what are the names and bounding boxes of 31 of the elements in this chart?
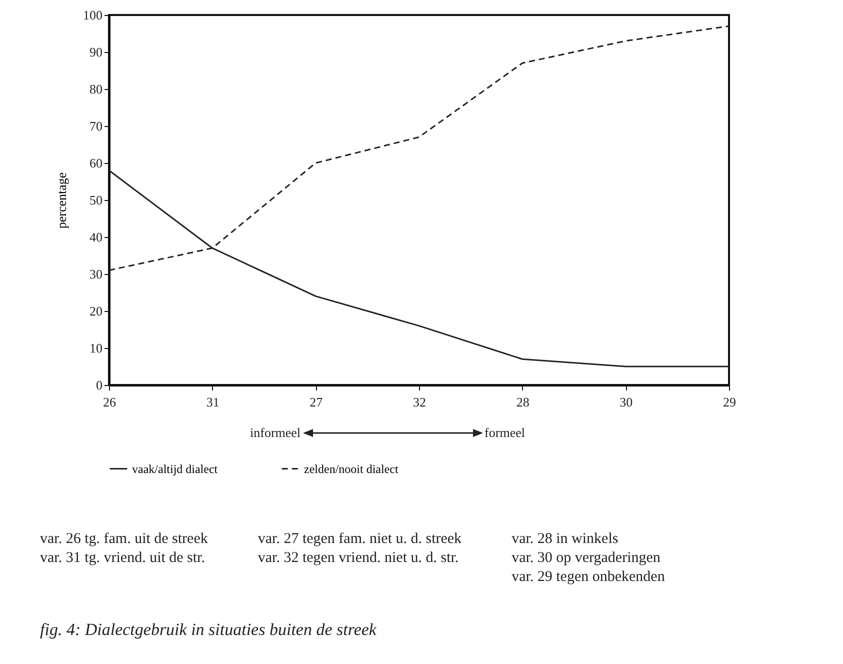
legend-label: vaak/altijd dialect	[132, 462, 218, 476]
x-tick-label: 27	[310, 394, 324, 410]
y-tick-label: 80	[90, 82, 102, 96]
text: var. 29 tegen onbekenden	[512, 568, 665, 587]
y-tick-label: 90	[90, 44, 102, 60]
x-tick-label: 31	[206, 394, 220, 410]
text: var. 32 tegen vriend. niet u. d. str.	[258, 549, 460, 568]
y-axis-title: percentage	[54, 172, 69, 229]
y-tick-label: 20	[90, 304, 102, 318]
y-tick-label: 10	[90, 340, 102, 356]
y-tick-label: 30	[90, 266, 102, 282]
x-tick-label: 29	[723, 394, 736, 410]
text: var. 26 tg. fam. uit de streek	[40, 530, 208, 549]
text: var. 27 tegen fam. niet u. d. streek	[258, 530, 462, 549]
x-tick-label: 32	[413, 394, 426, 410]
x-tick-label: 28	[516, 394, 530, 410]
caption: fig. 4: Dialectgebruik in situaties buiten de streek	[40, 620, 376, 640]
y-tick-label: 100	[83, 8, 102, 22]
legend-label: zelden/nooit dialect	[304, 462, 399, 476]
y-tick-label: 0	[96, 378, 102, 392]
text: var. 30 op vergaderingen	[512, 549, 662, 568]
text: formeel	[484, 425, 525, 441]
text: informeel	[250, 425, 301, 441]
x-tick-label: 26	[103, 394, 116, 410]
x-tick-label: 30	[620, 394, 633, 410]
y-tick-label: 40	[90, 230, 102, 244]
y-tick-label: 60	[90, 156, 102, 170]
y-tick-label: 70	[90, 118, 102, 134]
text: var. 28 in winkels	[512, 530, 620, 549]
text: var. 31 tg. vriend. uit de str.	[40, 549, 206, 568]
y-tick-label: 50	[90, 192, 102, 208]
